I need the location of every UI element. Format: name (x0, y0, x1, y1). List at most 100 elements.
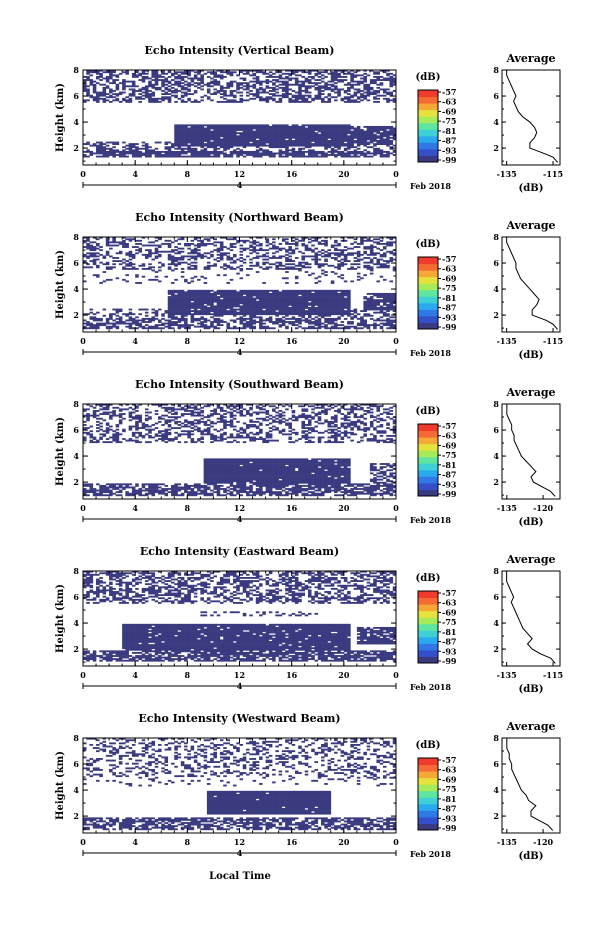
heatmap-cell (386, 77, 390, 80)
heatmap-cell (229, 85, 234, 88)
heatmap-cell (219, 236, 224, 239)
heatmap-cell (343, 303, 348, 306)
heatmap-cell (249, 140, 253, 142)
heatmap-cell (314, 140, 319, 142)
heatmap-cell (285, 303, 289, 306)
heatmap-cell (105, 321, 110, 323)
heatmap-cell (265, 310, 270, 312)
heatmap-cell (304, 97, 309, 100)
heatmap-cell (272, 146, 276, 149)
heatmap-cell (180, 255, 185, 258)
heatmap-cell (190, 124, 195, 127)
heatmap-cell (311, 75, 315, 78)
heatmap-cell (262, 289, 266, 292)
heatmap-cell (356, 91, 361, 94)
heatmap-cell (268, 155, 273, 158)
heatmap-cell (219, 129, 224, 131)
heatmap-cell (327, 264, 332, 267)
average-x-tick-label: -115 (543, 169, 563, 179)
heatmap-cell (314, 310, 319, 312)
heatmap-cell (89, 82, 94, 85)
heatmap-cell (112, 90, 116, 92)
heatmap-cell (350, 136, 354, 139)
heatmap-cell (184, 242, 188, 245)
heatmap-cell (174, 80, 178, 83)
heatmap-cell (347, 307, 351, 309)
heatmap-cell (174, 144, 178, 147)
heatmap-cell (259, 154, 263, 156)
heatmap-cell (232, 319, 237, 322)
heatmap-cell (265, 99, 270, 102)
heatmap-cell (144, 86, 149, 89)
heatmap-cell (223, 291, 227, 294)
heatmap-cell (232, 127, 237, 130)
heatmap-cell (200, 144, 204, 147)
heatmap-cell (275, 266, 279, 269)
heatmap-cell (197, 255, 201, 258)
heatmap-cell (216, 321, 221, 323)
heatmap-cell (239, 141, 244, 144)
heatmap-cell (125, 152, 129, 155)
heatmap-cell (288, 255, 292, 258)
heatmap-cell (281, 292, 286, 295)
heatmap-cell (347, 321, 351, 323)
heatmap-cell (249, 129, 253, 131)
heatmap-cell (102, 150, 107, 153)
heatmap-cell (102, 86, 107, 89)
heatmap-cell (229, 83, 234, 86)
heatmap-cell (278, 149, 283, 152)
heatmap-cell (330, 154, 335, 156)
heatmap-cell (278, 313, 283, 316)
heatmap-cell (291, 144, 296, 147)
heatmap-cell (203, 308, 208, 311)
heatmap-cell (389, 327, 394, 330)
heatmap-cell (373, 324, 377, 327)
heatmap-cell (363, 154, 367, 156)
heatmap-cell (369, 88, 374, 91)
heatmap-cell (353, 267, 358, 270)
heatmap-cell (193, 267, 198, 270)
heatmap-cell (366, 299, 371, 302)
heatmap-cell (347, 93, 351, 96)
heatmap-cell (193, 294, 198, 297)
heatmap-cell (184, 143, 188, 145)
heatmap-cell (343, 91, 348, 94)
heatmap-cell (347, 86, 351, 89)
heatmap-cell (255, 244, 260, 247)
heatmap-cell (216, 247, 221, 250)
heatmap-cell (109, 147, 113, 150)
heatmap-cell (334, 303, 338, 306)
heatmap-cell (164, 275, 169, 278)
heatmap-cell (285, 260, 289, 263)
heatmap-cell (187, 138, 191, 141)
heatmap-cell (255, 94, 260, 97)
heatmap-cell (360, 74, 364, 77)
heatmap-cell (174, 124, 178, 127)
heatmap-cell (157, 88, 162, 91)
heatmap-cell (203, 311, 208, 314)
heatmap-cell (252, 316, 257, 319)
heatmap-cell (131, 313, 136, 316)
heatmap-cell (307, 79, 312, 81)
heatmap-cell (252, 319, 257, 322)
heatmap-cell (337, 94, 341, 97)
heatmap-cell (164, 154, 169, 156)
heatmap-cell (392, 267, 397, 270)
heatmap-cell (314, 263, 319, 266)
heatmap-cell (311, 302, 315, 305)
heatmap-cell (314, 282, 319, 284)
heatmap-cell (262, 261, 266, 264)
heatmap-cell (223, 321, 227, 323)
heatmap-cell (167, 80, 172, 83)
heatmap-cell (356, 132, 361, 135)
heatmap-cell (200, 299, 204, 302)
heatmap-cell (105, 236, 110, 239)
heatmap-cell (265, 303, 270, 306)
heatmap-cell (112, 99, 116, 102)
heatmap-cell (190, 317, 195, 320)
heatmap-cell (376, 83, 380, 86)
heatmap-cell (369, 249, 374, 252)
heatmap-cell (151, 269, 156, 272)
heatmap-cell (366, 86, 371, 89)
heatmap-cell (187, 300, 191, 303)
